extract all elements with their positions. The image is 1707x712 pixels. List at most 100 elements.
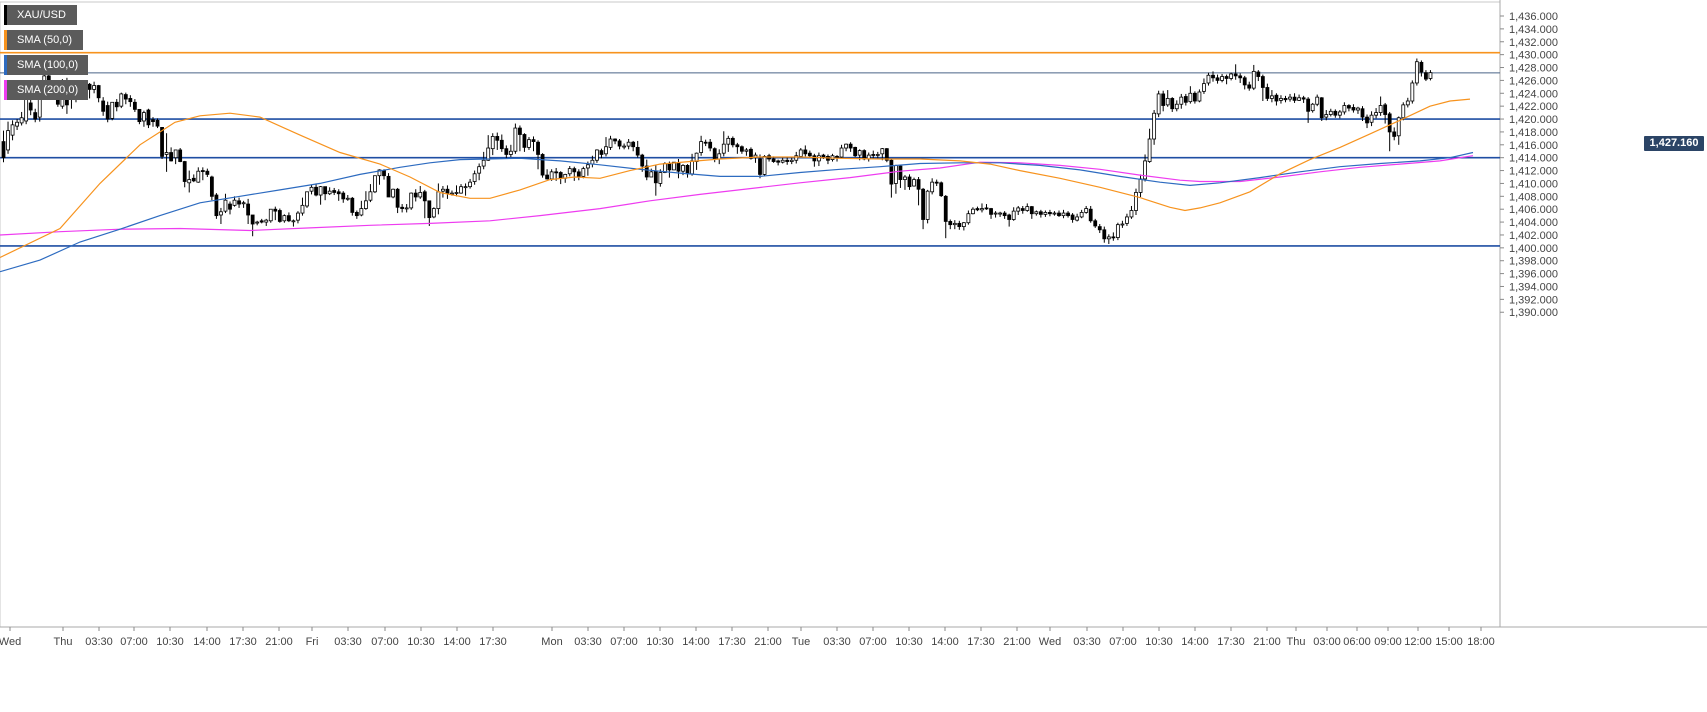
legend-swatch xyxy=(4,55,7,75)
legend-item-sma200[interactable]: SMA (200,0) xyxy=(4,80,88,100)
candle-body-up xyxy=(187,179,192,184)
candle-body-up xyxy=(567,168,572,175)
candle xyxy=(1315,94,1320,107)
candle xyxy=(576,169,581,181)
candle-body-up xyxy=(1115,224,1120,238)
candle-body-up xyxy=(409,192,414,209)
candle-body-up xyxy=(373,175,377,193)
candle xyxy=(472,170,477,185)
x-tick-label: 10:30 xyxy=(156,636,184,648)
candle-body-up xyxy=(717,153,722,160)
candle-body-up xyxy=(19,117,24,124)
candle-body-down xyxy=(250,214,255,225)
candle-body-up xyxy=(359,208,364,216)
legend-item-sma100[interactable]: SMA (100,0) xyxy=(4,55,88,75)
candle xyxy=(1052,211,1057,216)
candle-body-up xyxy=(762,155,767,175)
candle xyxy=(413,189,418,202)
candle-body-down xyxy=(1347,105,1351,109)
y-tick-label: 1,436.000 xyxy=(1509,11,1558,23)
candle xyxy=(1106,234,1111,244)
x-tick-label: 14:00 xyxy=(443,636,471,648)
candle xyxy=(518,125,522,152)
candle xyxy=(739,145,744,154)
candle-body-down xyxy=(776,160,781,163)
candle-body-down xyxy=(205,170,210,175)
candle-body-down xyxy=(1351,107,1356,111)
candle-body-down xyxy=(332,190,337,193)
candle-body-up xyxy=(1414,61,1419,84)
candle-body-up xyxy=(780,159,785,163)
candle-body-up xyxy=(119,93,124,107)
candle xyxy=(454,185,459,197)
candle xyxy=(1165,90,1170,107)
candle-body-up xyxy=(110,101,115,119)
candle xyxy=(359,200,364,217)
candle-body-down xyxy=(644,165,649,178)
candle xyxy=(1143,154,1147,182)
candle xyxy=(599,148,604,159)
legend-item-xauusd[interactable]: XAU/USD xyxy=(4,5,77,25)
y-tick-label: 1,434.000 xyxy=(1509,24,1558,36)
candle xyxy=(142,110,146,127)
candle-body-down xyxy=(495,136,500,141)
candle-body-up xyxy=(527,139,531,148)
candle-body-up xyxy=(1025,206,1030,211)
x-tick-label: 12:00 xyxy=(1404,636,1432,648)
candle-body-down xyxy=(191,177,196,182)
candle-body-down xyxy=(1,141,6,159)
candle-body-up xyxy=(1405,100,1410,106)
candle-body-up xyxy=(1428,72,1433,79)
candle-body-down xyxy=(957,222,962,227)
candle xyxy=(173,149,178,165)
candle xyxy=(28,98,33,116)
candle-body-down xyxy=(640,154,645,167)
legend: XAU/USD SMA (50,0) SMA (100,0) SMA (200,… xyxy=(4,5,88,105)
candle-body-down xyxy=(1292,96,1297,101)
candle-body-up xyxy=(1310,103,1315,112)
candle-body-down xyxy=(1211,74,1215,79)
candle xyxy=(422,189,427,219)
candle xyxy=(930,178,935,195)
candle xyxy=(898,165,903,188)
candle-body-down xyxy=(1265,87,1270,99)
y-tick-label: 1,396.000 xyxy=(1509,269,1558,281)
y-tick-label: 1,392.000 xyxy=(1509,294,1558,306)
candle xyxy=(495,132,500,150)
candle-body-up xyxy=(454,192,459,194)
candle xyxy=(1016,205,1021,215)
candle-body-down xyxy=(848,143,853,149)
candle xyxy=(1428,70,1433,81)
legend-item-sma50[interactable]: SMA (50,0) xyxy=(4,30,83,50)
candle-body-down xyxy=(1088,208,1093,222)
candle-body-down xyxy=(1057,212,1061,217)
x-tick-label: Wed xyxy=(0,636,21,648)
candle xyxy=(33,108,38,123)
candle-body-up xyxy=(463,186,468,189)
candle xyxy=(1238,73,1243,83)
candle-body-down xyxy=(522,134,527,148)
candle-body-down xyxy=(1238,75,1243,79)
candle xyxy=(459,184,463,194)
candle xyxy=(114,99,119,112)
candle-body-up xyxy=(894,165,898,184)
candle-body-down xyxy=(33,112,38,120)
candle xyxy=(1188,86,1193,104)
candle xyxy=(1301,95,1306,103)
candle-body-down xyxy=(382,170,386,177)
candle xyxy=(178,148,183,163)
candle-body-up xyxy=(219,211,223,216)
candle-body-up xyxy=(744,149,749,152)
candle xyxy=(1288,93,1292,102)
candle xyxy=(640,153,645,172)
candle-body-down xyxy=(1301,97,1306,100)
candle xyxy=(1292,93,1297,103)
candle-body-up xyxy=(844,143,848,149)
candle-body-up xyxy=(1129,210,1134,218)
candle-body-down xyxy=(259,220,264,223)
candle xyxy=(1220,73,1224,83)
candle-body-down xyxy=(246,203,251,216)
candle-body-up xyxy=(468,181,472,188)
candle xyxy=(128,95,133,107)
